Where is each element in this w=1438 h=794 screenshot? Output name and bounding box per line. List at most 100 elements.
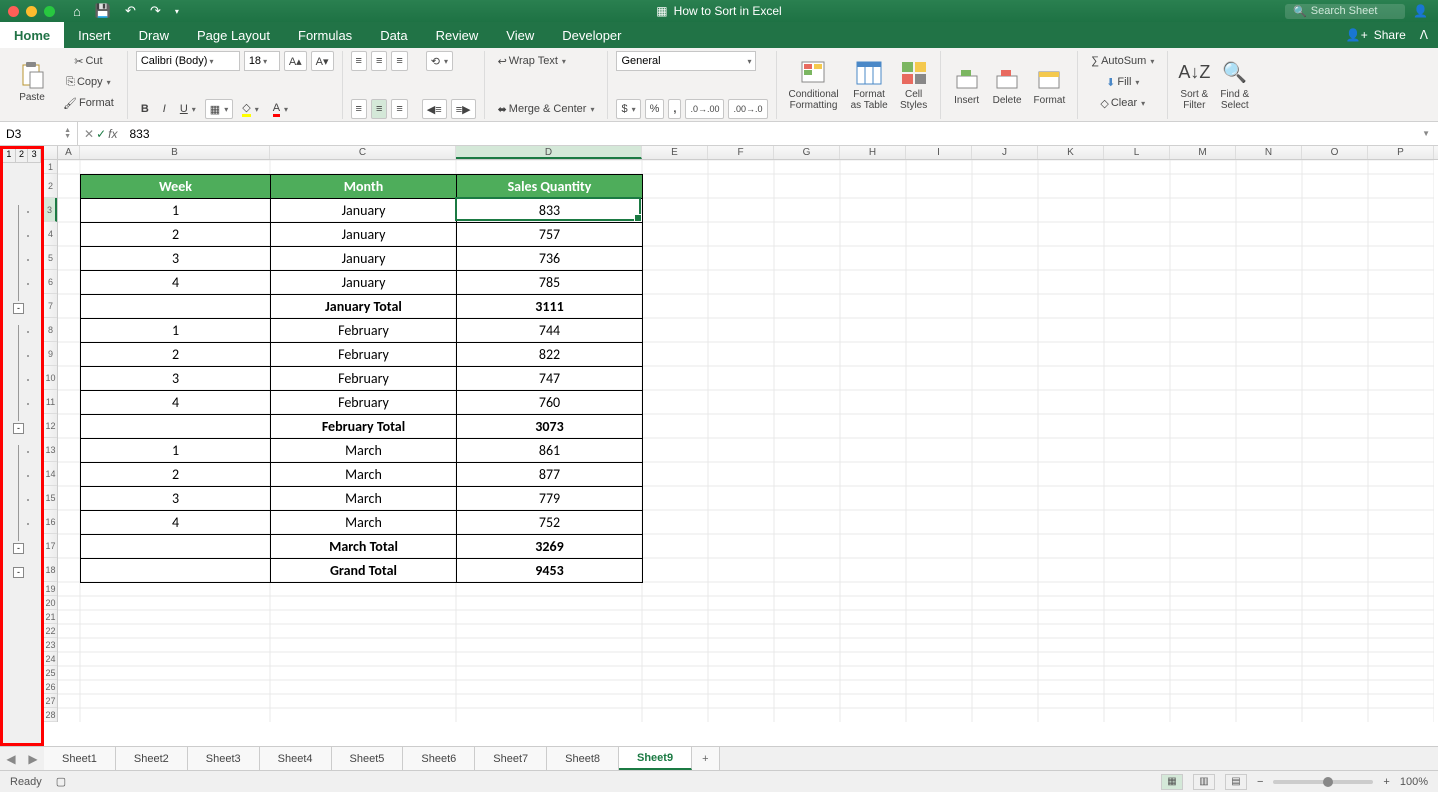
data-cell[interactable]: 1 bbox=[81, 439, 271, 463]
column-header-P[interactable]: P bbox=[1368, 146, 1434, 159]
data-cell[interactable] bbox=[81, 559, 271, 583]
outline-level-1[interactable]: 1 bbox=[3, 149, 16, 162]
cut-button[interactable]: ✂Cut bbox=[58, 51, 119, 71]
fx-icon[interactable]: fx bbox=[108, 127, 117, 141]
row-header-10[interactable]: 10 bbox=[44, 366, 57, 390]
font-color-button[interactable]: A▾ bbox=[268, 99, 293, 119]
orientation-button[interactable]: ⟲▾ bbox=[426, 51, 453, 71]
row-header-5[interactable]: 5 bbox=[44, 246, 57, 270]
outline-level-2[interactable]: 2 bbox=[16, 149, 29, 162]
zoom-out-button[interactable]: − bbox=[1257, 776, 1263, 788]
outline-level-3[interactable]: 3 bbox=[28, 149, 41, 162]
increase-indent-button[interactable]: ≡▶ bbox=[451, 99, 476, 119]
data-cell[interactable]: March bbox=[271, 511, 457, 535]
align-top-button[interactable]: ≡ bbox=[351, 51, 367, 71]
data-cell[interactable]: March bbox=[271, 487, 457, 511]
format-painter-button[interactable]: 🖌Format bbox=[58, 93, 119, 113]
collapse-ribbon-icon[interactable]: ᐱ bbox=[1420, 28, 1428, 42]
clear-button[interactable]: ◇Clear▾ bbox=[1086, 93, 1159, 113]
home-icon[interactable]: ⌂ bbox=[73, 4, 81, 19]
data-cell[interactable]: 747 bbox=[457, 367, 643, 391]
format-as-table-button[interactable]: Format as Table bbox=[847, 57, 892, 113]
autosum-button[interactable]: ∑AutoSum▾ bbox=[1086, 51, 1159, 71]
find-select-button[interactable]: 🔍Find & Select bbox=[1216, 57, 1253, 113]
align-bottom-button[interactable]: ≡ bbox=[391, 51, 407, 71]
paste-button[interactable]: Paste bbox=[14, 60, 50, 105]
data-cell[interactable]: 1 bbox=[81, 319, 271, 343]
data-cell[interactable]: 2 bbox=[81, 223, 271, 247]
merge-center-button[interactable]: ⬌Merge & Center▾ bbox=[493, 99, 600, 119]
data-cell[interactable]: January bbox=[271, 199, 457, 223]
tab-data[interactable]: Data bbox=[366, 22, 421, 48]
sheet-tab-sheet8[interactable]: Sheet8 bbox=[547, 747, 619, 770]
data-cell[interactable]: February bbox=[271, 391, 457, 415]
row-header-22[interactable]: 22 bbox=[44, 624, 57, 638]
data-cell[interactable]: March Total bbox=[271, 535, 457, 559]
view-page-break-button[interactable]: ▤ bbox=[1225, 774, 1247, 790]
view-page-layout-button[interactable]: ▥ bbox=[1193, 774, 1215, 790]
row-header-15[interactable]: 15 bbox=[44, 486, 57, 510]
row-header-20[interactable]: 20 bbox=[44, 596, 57, 610]
column-header-C[interactable]: C bbox=[270, 146, 456, 159]
data-cell[interactable]: February bbox=[271, 367, 457, 391]
outline-collapse-button[interactable]: - bbox=[13, 303, 24, 314]
zoom-slider[interactable] bbox=[1273, 780, 1373, 784]
column-header-M[interactable]: M bbox=[1170, 146, 1236, 159]
row-header-24[interactable]: 24 bbox=[44, 652, 57, 666]
header-cell[interactable]: Month bbox=[271, 175, 457, 199]
sheet-tab-sheet3[interactable]: Sheet3 bbox=[188, 747, 260, 770]
data-cell[interactable]: 785 bbox=[457, 271, 643, 295]
borders-button[interactable]: ▦▾ bbox=[205, 99, 233, 119]
macro-record-icon[interactable]: ▢ bbox=[56, 775, 66, 788]
sheet-tab-sheet5[interactable]: Sheet5 bbox=[332, 747, 404, 770]
outline-collapse-button[interactable]: - bbox=[13, 543, 24, 554]
insert-cells-button[interactable]: Insert bbox=[949, 63, 985, 108]
share-button[interactable]: 👤+ Share ᐱ bbox=[1346, 22, 1428, 48]
format-cells-button[interactable]: Format bbox=[1030, 63, 1070, 108]
row-header-18[interactable]: 18 bbox=[44, 558, 57, 582]
column-header-O[interactable]: O bbox=[1302, 146, 1368, 159]
row-header-11[interactable]: 11 bbox=[44, 390, 57, 414]
fill-color-button[interactable]: ◇▾ bbox=[237, 99, 263, 119]
conditional-formatting-button[interactable]: Conditional Formatting bbox=[785, 57, 843, 113]
align-right-button[interactable]: ≡ bbox=[391, 99, 407, 119]
decrease-decimal-button[interactable]: .00→.0 bbox=[728, 99, 767, 119]
row-header-21[interactable]: 21 bbox=[44, 610, 57, 624]
data-cell[interactable]: Grand Total bbox=[271, 559, 457, 583]
expand-formula-icon[interactable]: ▼ bbox=[1414, 129, 1438, 138]
data-cell[interactable]: 877 bbox=[457, 463, 643, 487]
data-cell[interactable]: 760 bbox=[457, 391, 643, 415]
row-header-14[interactable]: 14 bbox=[44, 462, 57, 486]
row-header-8[interactable]: 8 bbox=[44, 318, 57, 342]
tab-developer[interactable]: Developer bbox=[548, 22, 635, 48]
save-icon[interactable]: 💾 bbox=[95, 3, 111, 19]
data-cell[interactable]: 1 bbox=[81, 199, 271, 223]
data-cell[interactable]: January bbox=[271, 247, 457, 271]
row-header-3[interactable]: 3 bbox=[44, 198, 57, 222]
column-header-G[interactable]: G bbox=[774, 146, 840, 159]
column-header-I[interactable]: I bbox=[906, 146, 972, 159]
decrease-indent-button[interactable]: ◀≡ bbox=[422, 99, 447, 119]
data-cell[interactable]: 2 bbox=[81, 463, 271, 487]
align-left-button[interactable]: ≡ bbox=[351, 99, 367, 119]
cells-area[interactable]: WeekMonthSales Quantity1January8332Janua… bbox=[58, 160, 1438, 722]
header-cell[interactable]: Sales Quantity bbox=[457, 175, 643, 199]
add-sheet-button[interactable]: + bbox=[692, 747, 719, 770]
row-header-17[interactable]: 17 bbox=[44, 534, 57, 558]
close-window-button[interactable] bbox=[8, 6, 19, 17]
tab-view[interactable]: View bbox=[492, 22, 548, 48]
sheet-tab-sheet7[interactable]: Sheet7 bbox=[475, 747, 547, 770]
row-header-1[interactable]: 1 bbox=[44, 160, 57, 174]
column-header-L[interactable]: L bbox=[1104, 146, 1170, 159]
data-cell[interactable]: 736 bbox=[457, 247, 643, 271]
column-header-E[interactable]: E bbox=[642, 146, 708, 159]
grow-font-button[interactable]: A▴ bbox=[284, 51, 307, 71]
data-cell[interactable]: January Total bbox=[271, 295, 457, 319]
data-cell[interactable]: February bbox=[271, 319, 457, 343]
data-cell[interactable]: March bbox=[271, 463, 457, 487]
row-header-28[interactable]: 28 bbox=[44, 708, 57, 722]
comma-button[interactable]: , bbox=[668, 99, 681, 119]
font-size-combo[interactable]: 18▾ bbox=[244, 51, 280, 71]
delete-cells-button[interactable]: Delete bbox=[989, 63, 1026, 108]
row-header-2[interactable]: 2 bbox=[44, 174, 57, 198]
